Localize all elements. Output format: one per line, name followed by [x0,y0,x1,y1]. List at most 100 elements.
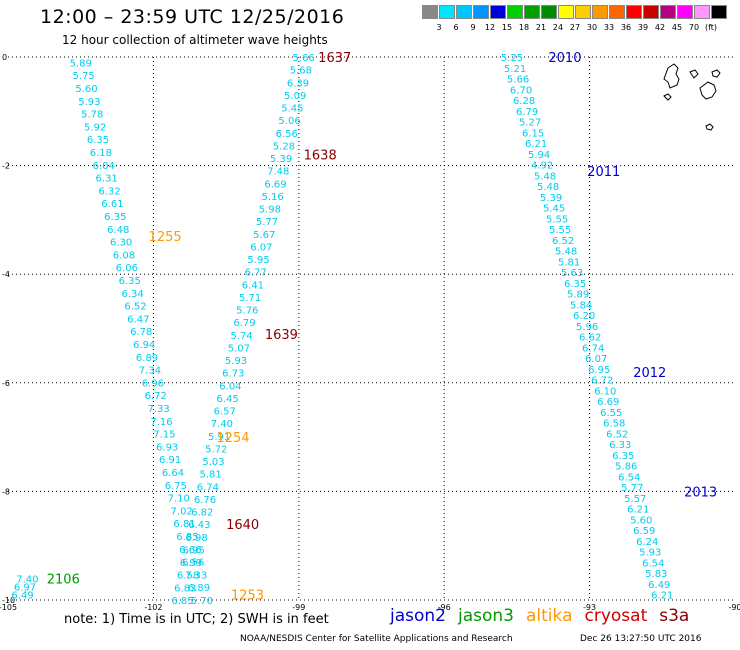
x-tick-label: -90 [728,603,740,612]
scale-swatch [439,5,455,19]
swh-value-label: 5.84 [570,300,592,311]
swh-value-label: 6.76 [194,495,216,506]
pass-label: 1254 [216,431,249,446]
scale-label: 45 [671,23,683,32]
swh-value-label: 5.57 [624,494,646,505]
island-outline [699,81,717,100]
scale-swatch [609,5,625,19]
x-tick-label: -99 [292,603,305,612]
island-outline [663,93,672,101]
swh-value-label: 6.96 [142,378,164,389]
scale-swatch [575,5,591,19]
swh-value-label: 5.67 [253,230,275,241]
swh-value-label: 5.81 [200,470,222,481]
swh-value-label: 6.72 [145,391,167,402]
swh-value-label: 6.54 [618,472,640,483]
x-tick-label: -93 [583,603,596,612]
pass-label: 2012 [633,366,666,381]
generation-timestamp: Dec 26 13:27:50 UTC 2016 [580,634,702,644]
swh-value-label: 6.15 [522,128,544,139]
swh-value-label: 6.69 [597,397,619,408]
swh-value-label: 6.75 [165,481,187,492]
coastline-galapagos [663,63,721,131]
swh-value-label: 6.58 [603,419,625,430]
pass-label: 1637 [318,51,351,66]
scale-label: 27 [569,23,581,32]
swh-value-label: 7.33 [185,570,207,581]
legend-entry-jason2: jason2 [390,606,446,626]
swh-value-label: 5.60 [630,515,652,526]
swh-value-label: 5.93 [78,97,100,108]
axes: -105 -102 -99 -96 -93 -90 0 -2 -4 -6 -8 -10 [0,53,740,612]
swh-value-label: 6.35 [119,276,141,287]
scale-swatch [677,5,693,19]
swh-value-label: 5.39 [540,193,562,204]
swh-value-label: 6.85 [176,532,198,543]
island-outline [689,69,699,79]
swh-value-label: 6.99 [180,558,202,569]
swh-value-label: 6.07 [250,242,272,253]
swh-value-label: 5.81 [558,257,580,268]
swh-value-label: 6.21 [525,139,547,150]
swh-value-label: 5.96 [576,322,598,333]
swh-value-label: 6.24 [636,537,658,548]
credit-line: NOAA/NESDIS Center for Satellite Applica… [240,634,513,644]
swh-value-label: 6.35 [104,212,126,223]
swh-value-label: 6.54 [642,558,664,569]
swh-value-label: 6.93 [156,442,178,453]
scale-swatch [558,5,574,19]
swh-value-label: 5.77 [621,483,643,494]
swh-value-label: 4.92 [531,161,553,172]
scale-swatch [456,5,472,19]
pass-label: 2013 [684,485,717,500]
swh-value-label: 5.27 [519,118,541,129]
swh-value-label: 6.21 [627,505,649,516]
legend-entry-cryosat: cryosat [584,606,648,626]
pass-label: 2010 [548,51,581,66]
swh-value-label: 5.91 [208,432,230,443]
swh-value-label: 6.62 [579,333,601,344]
swh-value-label: 6.70 [510,85,532,96]
swh-value-label: 5.03 [202,457,224,468]
swh-value-label: 6.39 [287,78,309,89]
swh-value-label: 7.02 [171,506,193,517]
swh-value-label: 5.55 [549,225,571,236]
swh-value-label: 7.33 [147,404,169,415]
scale-swatch [694,5,710,19]
swh-value-label: 6.06 [116,263,138,274]
swh-value-label: 5.06 [278,116,300,127]
scale-label: 70 [688,23,700,32]
swh-value-label: 5.39 [270,154,292,165]
swh-value-label: 6.35 [87,135,109,146]
chart-title: 12:00 – 23:59 UTC 12/25/2016 [40,6,345,28]
swh-value-label: 7.15 [153,430,175,441]
swh-value-label: 5.45 [281,104,303,115]
swh-value-label: 5.77 [256,217,278,228]
scale-label: 3 [436,23,442,32]
x-tick-label: -105 [0,603,17,612]
island-outline [705,123,714,131]
swh-value-label: 6.78 [130,327,152,338]
swh-value-label: 6.56 [182,558,204,569]
chart-subtitle: 12 hour collection of altimeter wave hei… [62,33,328,47]
scale-label: 24 [552,23,564,32]
swh-value-label: 7.16 [150,417,172,428]
swh-value-label: 5.66 [507,75,529,86]
pass-label: 2106 [47,572,80,587]
swh-value-label: 5.48 [534,171,556,182]
scale-swatch [524,5,540,19]
swh-value-label: 6.55 [600,408,622,419]
swh-value-label: 5.98 [259,205,281,216]
pass-label: 1638 [304,149,337,164]
swh-value-label: 5.68 [290,66,312,77]
swh-value-label: 6.49 [11,591,33,602]
swh-value-label: 6.89 [136,353,158,364]
scale-label: 18 [518,23,530,32]
swh-value-label: 5.95 [247,255,269,266]
scale-swatch [541,5,557,19]
satellite-legend: jason2 jason3 altika cryosat s3a [390,606,701,626]
swh-value-label: 6.43 [188,520,210,531]
swh-value-label: 5.60 [75,84,97,95]
swh-value-label: 5.78 [81,110,103,121]
